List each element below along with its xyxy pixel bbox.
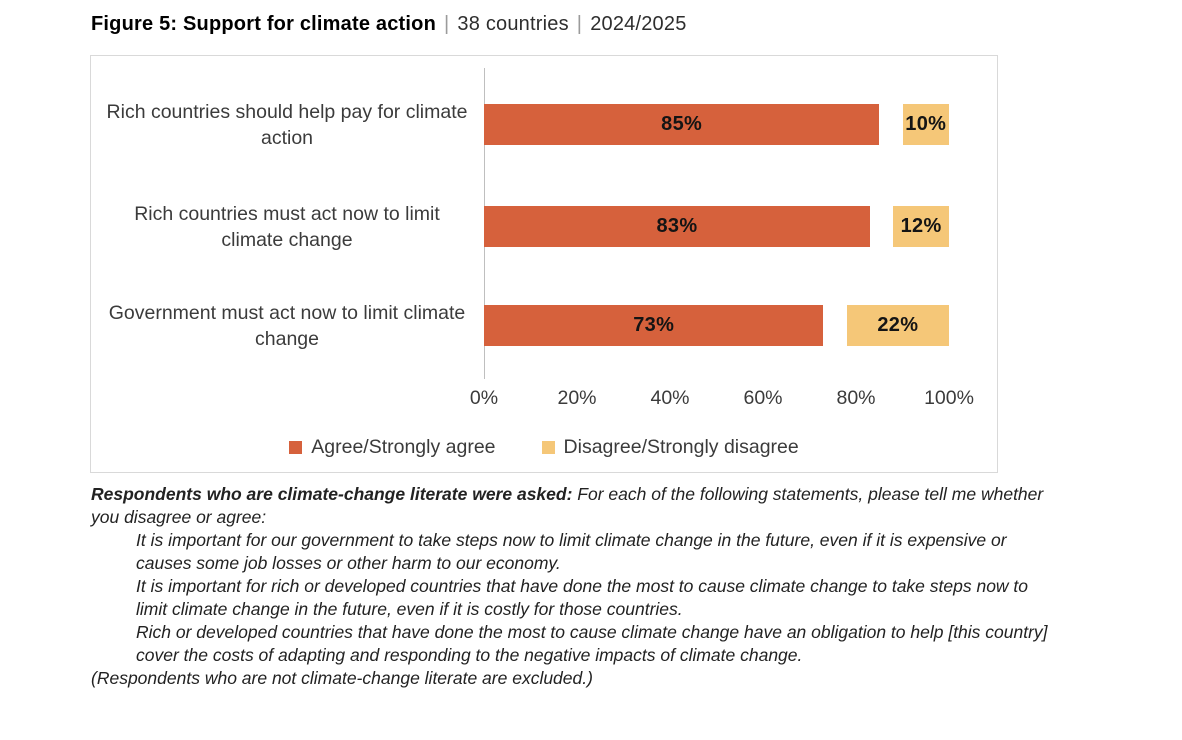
legend-agree-label: Agree/Strongly agree	[311, 436, 496, 458]
footnote-statement: Rich or developed countries that have do…	[136, 622, 1048, 665]
footnote-lead-bold: Respondents who are climate-change liter…	[91, 484, 573, 504]
x-tick-label: 80%	[836, 387, 876, 409]
legend-item-disagree: Disagree/Strongly disagree	[541, 436, 799, 459]
bar-value-label: 83%	[656, 215, 698, 237]
category-label: Rich countries should help pay for clima…	[106, 100, 468, 149]
x-tick-label: 20%	[557, 387, 597, 409]
title-separator: |	[444, 13, 450, 35]
bar-value-label: 22%	[877, 314, 919, 336]
x-tick-label: 100%	[924, 387, 974, 409]
bar-value-label: 73%	[633, 314, 675, 336]
x-tick-label: 0%	[469, 387, 499, 409]
x-tick-label: 40%	[650, 387, 690, 409]
figure-footnote: Respondents who are climate-change liter…	[91, 483, 1053, 690]
chart-legend: Agree/Strongly agree Disagree/Strongly d…	[91, 436, 997, 459]
footnote-closing: (Respondents who are not climate-change …	[91, 668, 593, 688]
disagree-bar: 10%	[902, 104, 949, 145]
footnote-statement: It is important for our government to ta…	[136, 530, 1007, 573]
bar-track: 73% 22%	[484, 305, 949, 346]
footnote-statement: It is important for rich or developed co…	[136, 576, 1029, 619]
disagree-bar: 22%	[846, 305, 949, 346]
title-period: 2024/2025	[590, 13, 687, 35]
category-label: Rich countries must act now to limit cli…	[134, 202, 440, 251]
chart-panel: Rich countries should help pay for clima…	[90, 55, 998, 473]
legend-disagree-label: Disagree/Strongly disagree	[563, 436, 799, 458]
agree-swatch-icon	[289, 441, 303, 454]
footnote-lead: Respondents who are climate-change liter…	[91, 483, 1053, 529]
legend-item-agree: Agree/Strongly agree	[289, 436, 496, 459]
title-countries: 38 countries	[457, 13, 569, 35]
bar-track: 85% 10%	[484, 104, 949, 145]
plot-area: Rich countries should help pay for clima…	[91, 56, 997, 472]
title-separator: |	[576, 13, 583, 35]
bar-row: Rich countries must act now to limit cli…	[91, 203, 997, 251]
bar-value-label: 10%	[905, 113, 947, 135]
bar-value-label: 85%	[661, 113, 703, 135]
x-tick-label: 60%	[743, 387, 783, 409]
agree-bar: 85%	[484, 104, 880, 145]
figure-title: Figure 5: Support for climate action | 38 …	[91, 13, 687, 36]
bar-value-label: 12%	[900, 215, 942, 237]
category-label: Government must act now to limit climate…	[108, 301, 466, 350]
bar-track: 83% 12%	[484, 206, 949, 247]
figure-title-bold: Figure 5: Support for climate action	[91, 13, 437, 35]
disagree-bar: 12%	[893, 206, 949, 247]
footnote-lead-rest: For each of the following statements, pl…	[91, 484, 1044, 527]
agree-bar: 73%	[484, 305, 824, 346]
disagree-swatch-icon	[541, 441, 555, 454]
agree-bar: 83%	[484, 206, 870, 247]
bar-row: Rich countries should help pay for clima…	[91, 101, 997, 149]
bar-row: Government must act now to limit climate…	[91, 302, 997, 350]
